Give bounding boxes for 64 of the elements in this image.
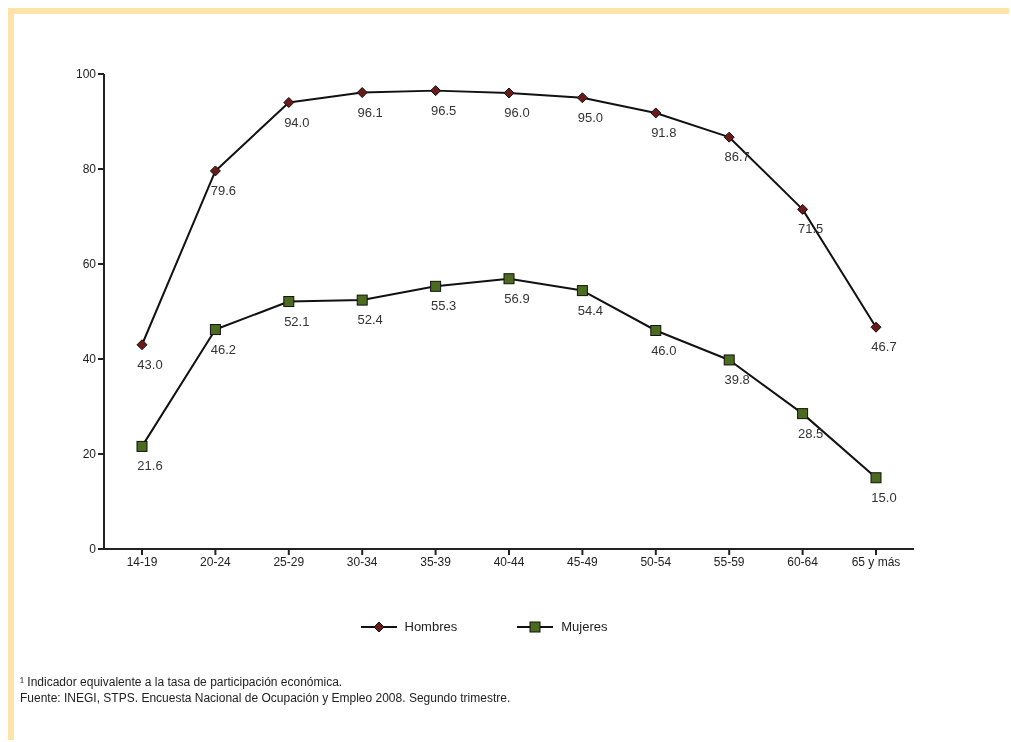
point (797, 203, 809, 215)
point (503, 87, 515, 99)
data-label: 54.4 (577, 302, 604, 318)
data-label: 56.9 (504, 290, 530, 306)
y-tick-label: 20 (82, 447, 97, 462)
point (723, 354, 735, 366)
x-tick-label: 50-54 (640, 554, 672, 569)
point (576, 285, 588, 297)
point (430, 280, 442, 292)
point (870, 321, 882, 333)
source-note: Fuente: INEGI, STPS. Encuesta Nacional de Ocupación y Empleo 2008. Segundo trimestre. (20, 690, 511, 706)
x-tick-label: 40-44 (493, 554, 525, 569)
data-label: 46.2 (210, 341, 237, 357)
point (576, 92, 588, 104)
point (797, 408, 809, 420)
point (356, 87, 368, 99)
point (209, 324, 221, 336)
x-tick-label: 14-19 (126, 554, 158, 569)
point (650, 325, 662, 336)
x-tick-label: 60-64 (787, 554, 819, 569)
point (136, 339, 148, 351)
data-label: 28.5 (797, 425, 824, 441)
point (209, 165, 221, 177)
data-label: 21.6 (137, 458, 163, 474)
data-label: 15.0 (871, 489, 897, 505)
x-tick-label: 55-59 (713, 554, 745, 569)
legend-label: Hombres (404, 619, 458, 634)
data-label: 39.8 (724, 371, 750, 387)
data-label: 94.0 (284, 114, 310, 130)
data-label: 95.0 (577, 109, 604, 125)
point (430, 85, 442, 97)
data-label: 79.6 (210, 182, 237, 198)
data-label: 96.1 (357, 104, 383, 120)
x-tick-label: 35-39 (420, 554, 452, 569)
x-tick-label: 65 y más (851, 554, 901, 569)
data-label: 55.3 (430, 298, 457, 314)
x-tick-label: 20-24 (200, 554, 232, 569)
point (723, 131, 735, 143)
x-tick-label: 45-49 (567, 554, 599, 569)
point (650, 107, 662, 119)
data-label: 52.4 (357, 312, 383, 328)
data-label: 46.0 (651, 342, 677, 358)
data-label: 96.0 (504, 105, 530, 120)
data-label: 52.1 (284, 313, 310, 329)
point (283, 296, 295, 308)
x-tick-label: 30-34 (346, 554, 378, 569)
data-label: 43.0 (137, 356, 163, 372)
y-tick-label: 100 (75, 67, 97, 82)
y-tick-label: 40 (82, 352, 97, 367)
y-tick-label: 0 (89, 542, 97, 557)
data-label: 86.7 (724, 149, 750, 165)
x-tick-label: 25-29 (273, 554, 305, 569)
data-label: 91.8 (651, 124, 677, 140)
y-tick-label: 60 (82, 257, 97, 272)
data-label: 96.5 (430, 102, 457, 118)
text: ¹ Indicador equivalente a la tasa de participación económica. (20, 674, 344, 690)
point (870, 472, 882, 484)
point (136, 440, 148, 452)
point (283, 97, 295, 108)
y-tick-label: 80 (82, 162, 97, 177)
data-label: 46.7 (871, 339, 897, 355)
point (503, 273, 515, 285)
point (356, 294, 368, 306)
legend-label: Mujeres (561, 619, 608, 634)
